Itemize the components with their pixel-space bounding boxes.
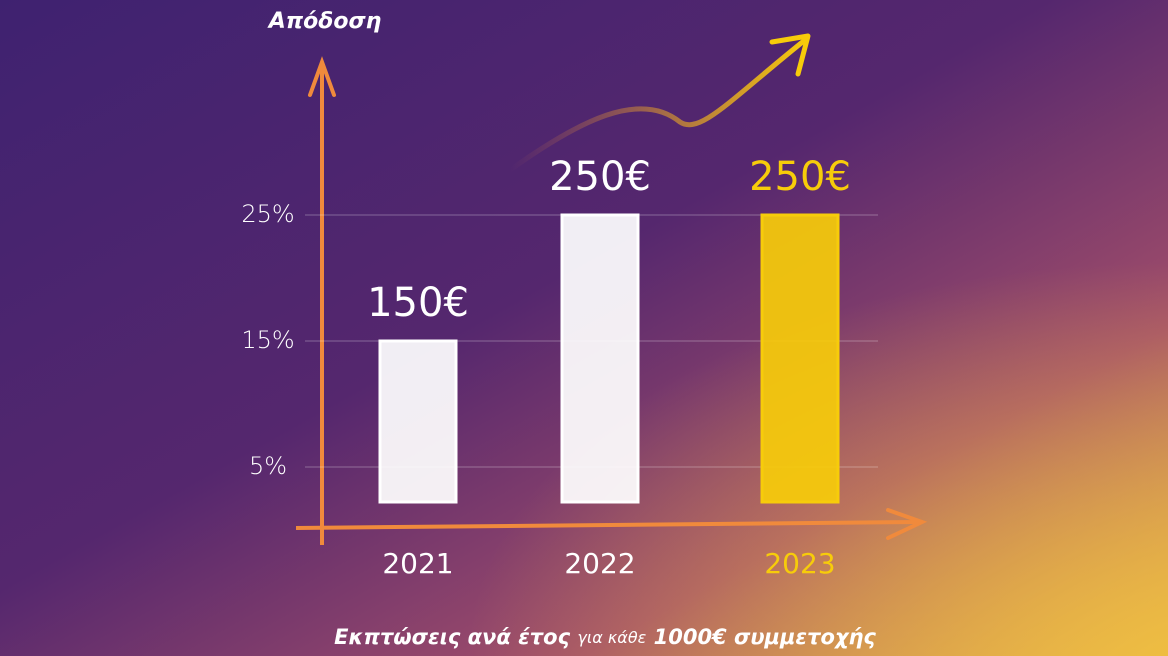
x-tick-label: 2023 [764, 547, 835, 580]
bar-label: 250€ [549, 154, 651, 200]
bar [760, 213, 840, 504]
y-tick-label: 5% [249, 452, 287, 480]
y-tick-label: 25% [241, 200, 294, 228]
y-tick-label: 15% [241, 326, 294, 354]
x-tick-label: 2022 [564, 547, 635, 580]
bar [560, 213, 640, 504]
x-axis-arrow [886, 508, 928, 540]
chart-title: Απόδοση [267, 9, 382, 34]
caption-part: 1000€ συμμετοχής [654, 625, 877, 649]
x-tick-label: 2021 [382, 547, 453, 580]
caption-part: για κάθε [577, 628, 646, 647]
y-axis-arrow [308, 56, 336, 97]
caption: Εκπτώσεις ανά έτος για κάθε 1000€ συμμετ… [334, 625, 876, 649]
bar [378, 339, 458, 504]
bar-label: 150€ [367, 280, 469, 326]
x-axis [295, 520, 921, 530]
bar-label: 250€ [749, 154, 851, 200]
trend-arrow [507, 37, 808, 173]
trend-arrowhead [769, 33, 811, 77]
caption-part: Εκπτώσεις ανά έτος [334, 625, 571, 649]
